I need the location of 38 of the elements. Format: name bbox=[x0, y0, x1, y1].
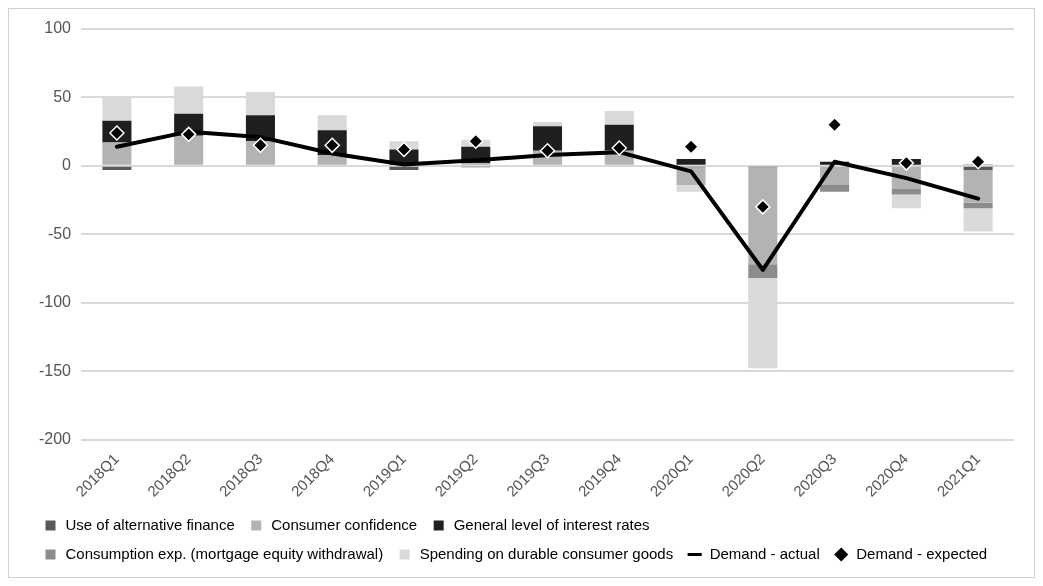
bar bbox=[676, 159, 706, 165]
legend-label: Consumption exp. (mortgage equity withdrawal) bbox=[65, 544, 384, 562]
legend-label: Spending on durable consumer goods bbox=[419, 544, 674, 562]
bar bbox=[174, 135, 204, 165]
point bbox=[180, 126, 197, 143]
bar bbox=[604, 111, 634, 125]
point bbox=[755, 199, 771, 215]
bar bbox=[317, 115, 347, 131]
point bbox=[611, 140, 628, 156]
bar bbox=[963, 169, 993, 203]
legend-label: General level of interest rates bbox=[453, 515, 650, 533]
bar bbox=[532, 126, 563, 151]
y-tick-label: -200 bbox=[38, 429, 72, 447]
bar bbox=[820, 185, 850, 192]
y-tick-label: 0 bbox=[62, 156, 72, 174]
bar bbox=[891, 194, 921, 209]
bar bbox=[317, 154, 347, 165]
point bbox=[898, 155, 915, 171]
bar bbox=[389, 166, 419, 170]
point bbox=[396, 141, 412, 158]
bar bbox=[891, 189, 921, 195]
bar bbox=[532, 122, 563, 127]
legend-label: Consumer confidence bbox=[271, 515, 418, 533]
y-tick-label: 50 bbox=[53, 87, 72, 105]
legend-label: Use of alternative finance bbox=[65, 515, 235, 533]
legend-label: Demand - actual bbox=[709, 544, 820, 562]
y-tick-label: -50 bbox=[47, 224, 72, 242]
point bbox=[467, 133, 484, 149]
point bbox=[539, 143, 556, 159]
y-tick-label: -100 bbox=[38, 293, 72, 311]
y-tick-label: -150 bbox=[38, 361, 72, 379]
y-tick-label: 100 bbox=[44, 19, 72, 37]
point bbox=[826, 117, 843, 133]
bar bbox=[748, 167, 778, 265]
bar bbox=[963, 202, 993, 209]
bar bbox=[963, 166, 993, 170]
legend-label: Demand - expected bbox=[856, 544, 988, 562]
bar bbox=[102, 166, 132, 170]
